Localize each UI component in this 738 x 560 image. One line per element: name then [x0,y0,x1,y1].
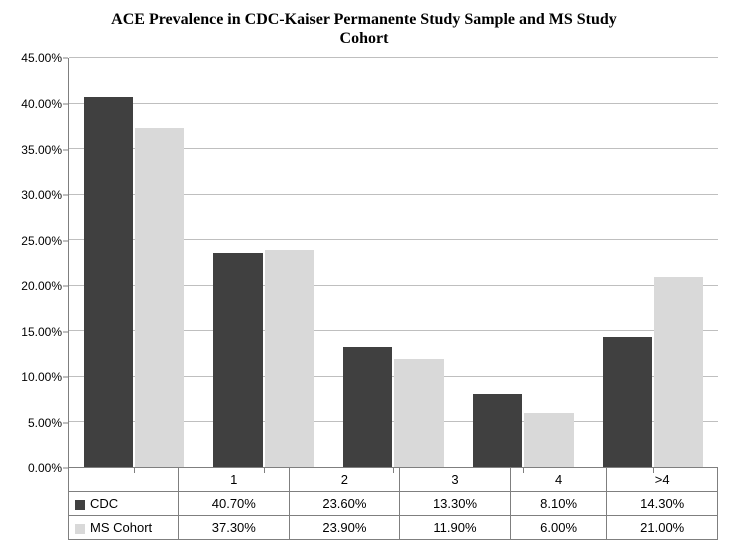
bar [654,277,703,468]
y-tick-label: 25.00% [21,234,62,248]
value-cell: 21.00% [607,516,718,540]
y-tick-label: 15.00% [21,325,62,339]
series-head: CDC [69,492,179,516]
plot-area [68,58,718,468]
table-row: CDC 40.70%23.60%13.30%8.10%14.30% [69,492,718,516]
data-table: 1234>4CDC40.70%23.60%13.30%8.10%14.30%MS… [68,468,718,540]
category-cell: 3 [400,468,511,492]
bar [135,128,184,467]
bar [84,97,133,467]
chart-title-line2: Cohort [340,30,389,47]
x-tick-mark [134,467,135,473]
category-cell: >4 [607,468,718,492]
category-cell: 4 [510,468,607,492]
series-name: MS Cohort [90,520,152,535]
series-head: MS Cohort [69,516,179,540]
value-cell: 23.60% [289,492,400,516]
y-tick-label: 30.00% [21,188,62,202]
y-tick-label: 20.00% [21,279,62,293]
chart-container: ACE Prevalence in CDC-Kaiser Permanente … [0,0,738,560]
bar [265,250,314,467]
legend-swatch [75,500,85,510]
bar [473,394,522,468]
value-cell: 13.30% [400,492,511,516]
value-cell: 6.00% [510,516,607,540]
value-cell: 11.90% [400,516,511,540]
y-tick-label: 45.00% [21,51,62,65]
value-cell: 23.90% [289,516,400,540]
bar [603,337,652,467]
bar [524,413,573,468]
legend-swatch [75,524,85,534]
category-cell: 1 [179,468,290,492]
category-cell: 2 [289,468,400,492]
chart-title: ACE Prevalence in CDC-Kaiser Permanente … [64,10,664,48]
bar-group [199,58,329,467]
x-tick-mark [264,467,265,473]
y-tick-label: 40.00% [21,97,62,111]
table-row: MS Cohort 37.30%23.90%11.90%6.00%21.00% [69,516,718,540]
table-head-blank [69,468,179,492]
plot-row: 0.00%5.00%10.00%15.00%20.00%25.00%30.00%… [10,58,718,468]
x-tick-mark [653,467,654,473]
y-tick-label: 5.00% [28,416,62,430]
value-cell: 14.30% [607,492,718,516]
bar-group [329,58,459,467]
x-tick-mark [393,467,394,473]
y-tick-label: 35.00% [21,143,62,157]
bar [213,253,262,467]
y-tick-label: 0.00% [28,461,62,475]
x-tick-mark [523,467,524,473]
bars-layer [69,58,718,467]
y-tick-label: 10.00% [21,370,62,384]
chart-title-line1: ACE Prevalence in CDC-Kaiser Permanente … [111,11,617,28]
value-cell: 8.10% [510,492,607,516]
bar-group [458,58,588,467]
bar [394,359,443,467]
value-cell: 40.70% [179,492,290,516]
bar-group [69,58,199,467]
bar-group [588,58,718,467]
value-cell: 37.30% [179,516,290,540]
y-axis: 0.00%5.00%10.00%15.00%20.00%25.00%30.00%… [10,58,68,468]
series-name: CDC [90,496,118,511]
bar [343,347,392,468]
